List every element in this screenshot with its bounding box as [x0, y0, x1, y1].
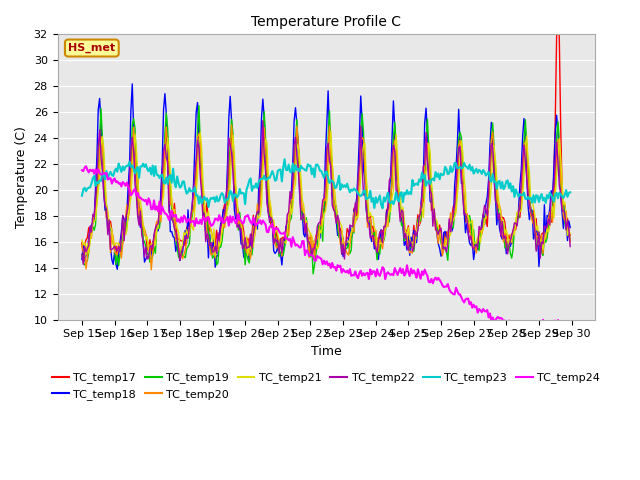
Text: HS_met: HS_met: [68, 43, 115, 53]
X-axis label: Time: Time: [310, 345, 342, 358]
Line: TC_temp17: TC_temp17: [82, 3, 570, 259]
Title: Temperature Profile C: Temperature Profile C: [251, 15, 401, 29]
Line: TC_temp18: TC_temp18: [82, 84, 570, 269]
Line: TC_temp23: TC_temp23: [82, 159, 570, 208]
Line: TC_temp19: TC_temp19: [82, 106, 570, 274]
Line: TC_temp21: TC_temp21: [82, 131, 570, 256]
Y-axis label: Temperature (C): Temperature (C): [15, 126, 28, 228]
Line: TC_temp20: TC_temp20: [82, 125, 570, 270]
Line: TC_temp24: TC_temp24: [82, 166, 570, 329]
Legend: TC_temp17, TC_temp18, TC_temp19, TC_temp20, TC_temp21, TC_temp22, TC_temp23, TC_: TC_temp17, TC_temp18, TC_temp19, TC_temp…: [48, 368, 604, 404]
Line: TC_temp22: TC_temp22: [82, 120, 570, 264]
